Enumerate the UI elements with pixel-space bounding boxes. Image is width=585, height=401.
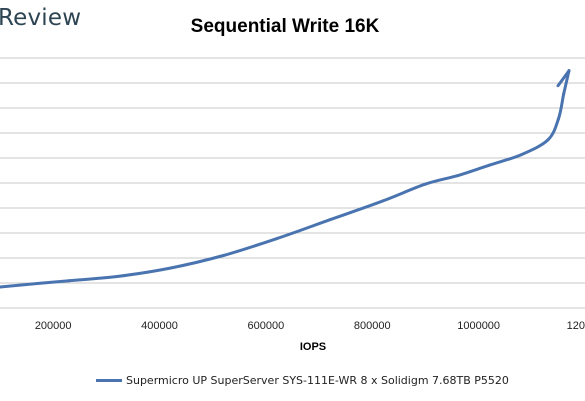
x-tick-label: 800000 (354, 320, 391, 332)
data-point (168, 266, 172, 270)
legend-swatch (96, 379, 122, 382)
chart-title: Sequential Write 16K (190, 16, 380, 37)
x-axis-label: IOPS (300, 341, 326, 353)
data-point (423, 182, 427, 186)
data-point (487, 163, 491, 167)
brand-logo-text: Review (0, 5, 82, 31)
data-point (562, 92, 566, 96)
line-chart: 200000 400000 600000 800000 1000000 120000 IO… (0, 57, 585, 353)
x-tick-label: 1000000 (457, 320, 500, 332)
data-point (67, 279, 71, 283)
x-tick-label: 200000 (35, 320, 72, 332)
data-point (519, 153, 523, 157)
data-point (381, 199, 385, 203)
data-point (115, 275, 119, 278)
data-point (546, 138, 550, 142)
data-point (0, 285, 2, 289)
chart-gridlines (0, 57, 585, 309)
data-point (275, 237, 279, 241)
series-line-end-hook (556, 69, 571, 88)
series-line (0, 69, 571, 289)
legend-label: Supermicro UP SuperServer SYS-111E-WR 8 … (126, 374, 509, 387)
x-tick-label: 120000 (567, 320, 585, 332)
x-tick-label: 600000 (248, 320, 285, 332)
data-point (556, 117, 560, 121)
data-point (328, 218, 332, 222)
chart-series (0, 69, 571, 289)
data-point (455, 174, 459, 178)
x-tick-label: 400000 (141, 320, 178, 332)
chart-legend: Supermicro UP SuperServer SYS-111E-WR 8 … (96, 374, 509, 387)
x-axis-tick-labels: 200000 400000 600000 800000 1000000 120000 (35, 320, 585, 332)
data-point (221, 254, 225, 257)
